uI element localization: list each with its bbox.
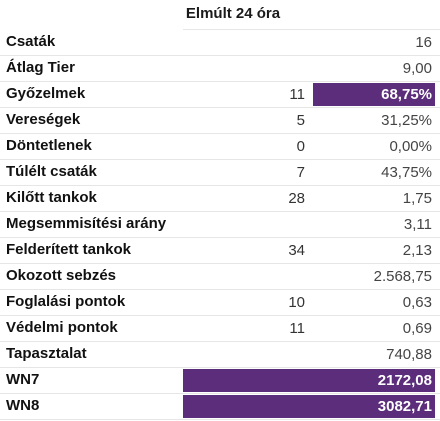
row-value: 0,69 [402, 320, 432, 337]
row-count: 7 [296, 164, 305, 181]
row-label: Győzelmek [6, 85, 86, 102]
row-defense-points: Védelmi pontok 11 0,69 [0, 316, 440, 342]
row-survived: Túlélt csaták 7 43,75% [0, 160, 440, 186]
row-count [183, 56, 309, 81]
wn7-badge: 2172,08 [183, 369, 435, 392]
row-count [183, 30, 309, 55]
row-count: 5 [296, 112, 305, 129]
row-value: 0,00% [389, 138, 432, 155]
row-count [183, 264, 309, 289]
row-value: 2.568,75 [373, 268, 432, 285]
row-label: Védelmi pontok [6, 319, 118, 336]
row-label: Tapasztalat [6, 345, 87, 362]
row-count [183, 342, 309, 367]
row-value: 0,63 [402, 294, 432, 311]
row-count: 11 [289, 320, 305, 337]
row-label: Vereségek [6, 111, 81, 128]
row-label: Megsemmisítési arány [6, 215, 167, 232]
row-count: 34 [288, 242, 305, 259]
row-label: Döntetlenek [6, 137, 92, 154]
row-label: Csaták [6, 33, 56, 50]
row-avg-tier: Átlag Tier 9,00 [0, 56, 440, 82]
row-experience: Tapasztalat 740,88 [0, 342, 440, 368]
row-count: 10 [288, 294, 305, 311]
row-value: 740,88 [386, 346, 432, 363]
row-label: WN7 [6, 371, 40, 388]
row-count: 0 [296, 138, 305, 155]
row-count [183, 212, 309, 237]
row-spotted: Felderített tankok 34 2,13 [0, 238, 440, 264]
row-kill-ratio: Megsemmisítési arány 3,11 [0, 212, 440, 238]
row-wn8: WN8 3082,71 [0, 394, 440, 420]
period-title: Elmúlt 24 óra [185, 5, 281, 22]
row-label: Túlélt csaták [6, 163, 97, 180]
row-value: 43,75% [381, 164, 432, 181]
row-label: Foglalási pontok [6, 293, 126, 310]
row-label: Kilőtt tankok [6, 189, 97, 206]
row-kills: Kilőtt tankok 28 1,75 [0, 186, 440, 212]
row-wins: Győzelmek 11 68,75% [0, 82, 440, 108]
row-count: 11 [289, 86, 305, 103]
row-value: 3,11 [403, 216, 432, 233]
row-label: Felderített tankok [6, 241, 132, 258]
row-draws: Döntetlenek 0 0,00% [0, 134, 440, 160]
row-value: 16 [415, 34, 432, 51]
wn8-badge: 3082,71 [183, 395, 435, 418]
row-value: 9,00 [402, 60, 432, 77]
row-wn7: WN7 2172,08 [0, 368, 440, 394]
table-header: Elmúlt 24 óra [183, 0, 440, 30]
row-battles: Csaták 16 [0, 30, 440, 56]
row-value: 2,13 [402, 242, 432, 259]
row-damage: Okozott sebzés 2.568,75 [0, 264, 440, 290]
row-label: Átlag Tier [6, 59, 75, 76]
row-label: Okozott sebzés [6, 267, 117, 284]
row-value: 1,75 [402, 190, 432, 207]
win-rate-badge: 68,75% [313, 83, 435, 106]
row-label: WN8 [6, 397, 40, 414]
row-count: 28 [288, 190, 305, 207]
row-value: 31,25% [381, 112, 432, 129]
row-capture-points: Foglalási pontok 10 0,63 [0, 290, 440, 316]
row-losses: Vereségek 5 31,25% [0, 108, 440, 134]
